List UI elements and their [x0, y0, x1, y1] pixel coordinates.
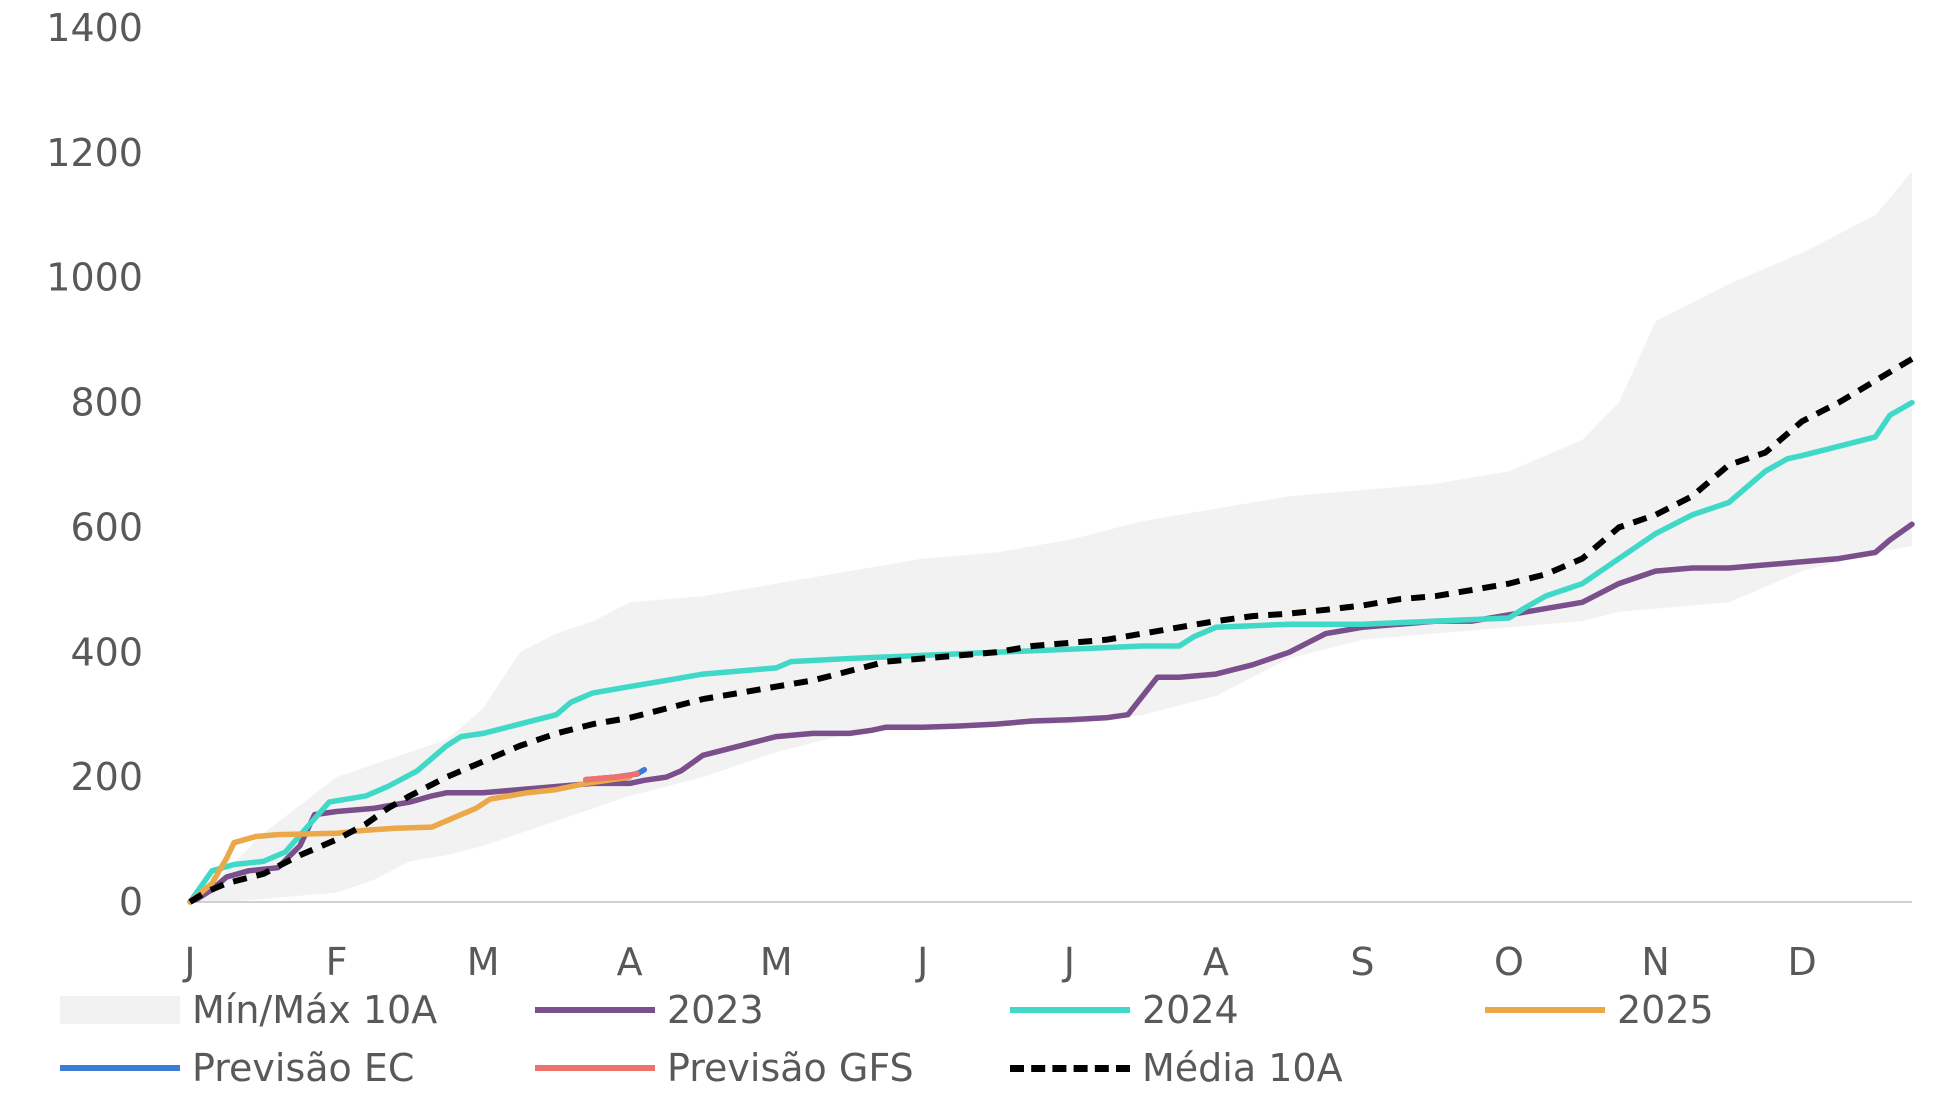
series-line-5	[188, 356, 1914, 905]
y-tick-label: 1200	[46, 131, 143, 175]
y-tick-label: 200	[70, 755, 143, 799]
y-tick-label: 600	[70, 505, 143, 549]
minmax-band	[190, 171, 1912, 903]
series-line-2	[187, 774, 633, 905]
y-tick-label: 0	[119, 880, 143, 924]
x-tick-label: M	[467, 940, 500, 984]
y-tick-label: 1400	[46, 6, 143, 50]
minmax-band-layer	[190, 171, 1912, 903]
x-tick-label: J	[182, 940, 195, 984]
series-line-4	[582, 770, 640, 783]
x-tick-label: J	[1062, 940, 1075, 984]
y-tick-label: 800	[70, 381, 143, 425]
x-tick-label: S	[1350, 940, 1374, 984]
tick-label-layer: 0 200 400 600 800 1000 1200 1400 J F M A M J J A S O N D	[46, 6, 1816, 984]
x-tick-label: F	[326, 940, 348, 984]
x-tick-label: O	[1494, 940, 1524, 984]
series-line-1	[187, 399, 1915, 905]
x-tick-label: M	[760, 940, 793, 984]
x-tick-label: N	[1641, 940, 1669, 984]
series-layer	[187, 356, 1915, 905]
x-tick-label: A	[1203, 940, 1229, 984]
x-tick-label: A	[617, 940, 643, 984]
x-tick-label: D	[1787, 940, 1816, 984]
series-line-0	[187, 521, 1915, 905]
y-tick-label: 400	[70, 630, 143, 674]
x-tick-label: J	[915, 940, 928, 984]
y-tick-label: 1000	[46, 256, 143, 300]
